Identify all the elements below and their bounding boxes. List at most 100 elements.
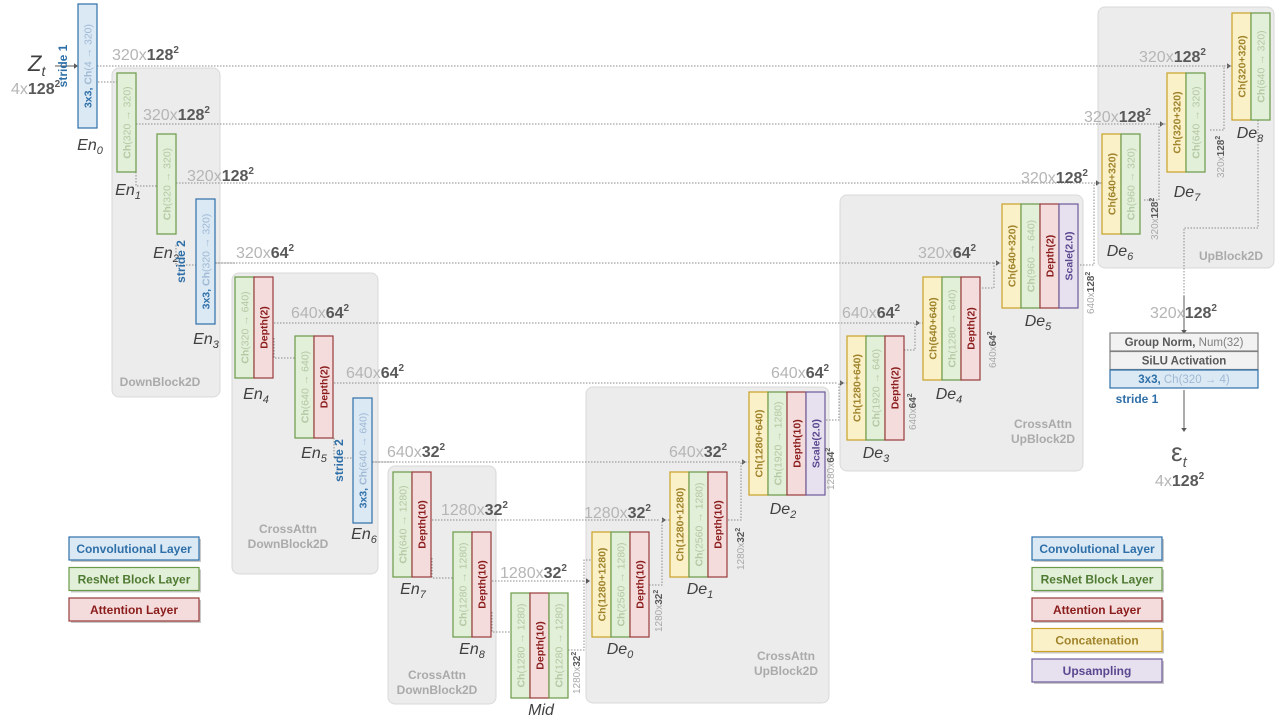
legends: Convolutional Layer ResNet Block Layer Att… [68, 536, 1164, 684]
tensor-shape-label: 1280x322 [441, 500, 508, 519]
decoder-link [1144, 123, 1167, 201]
layer-label: Depth(10) [535, 621, 547, 669]
encoder-step [491, 612, 511, 633]
tensor-shape-label: 320x642 [236, 243, 295, 262]
tensor-shape-label: 320x1282 [1150, 303, 1217, 322]
layer-label: Depth(10) [713, 500, 725, 548]
layer-label: 3x3, Ch(4 → 320) [83, 24, 95, 108]
tensor-shape-label: 640x322 [669, 442, 728, 461]
layer-label: Depth(2) [966, 307, 978, 350]
head-row-conv [1109, 369, 1259, 389]
res-layer [1185, 72, 1206, 173]
block-name: En1 [115, 182, 141, 202]
legend-swatch-cat [1031, 627, 1163, 653]
decoder-link [728, 461, 749, 521]
layer-label: 3x3, Ch(320 → 320) [201, 214, 213, 310]
block-de0: Ch(1280+1280) Ch(2560 → 1280) Depth(10) De0 [591, 531, 650, 661]
block-de8: Ch(320+320) Ch(640 → 320) De8 [1231, 12, 1271, 145]
layer-label: Ch(640 → 320) [1191, 86, 1203, 158]
layer-label: Ch(320 → 320) [122, 86, 134, 158]
layer-label: Ch(1280 → 1280) [554, 603, 566, 687]
block-de6: Ch(640+320) Ch(960 → 320) De6 [1101, 133, 1141, 263]
group-label-line2: DownBlock2D [397, 683, 478, 697]
small-shape-label: 640x642 [987, 331, 999, 368]
legend-label: Convolutional Layer [1039, 542, 1155, 556]
res-layer [116, 72, 137, 173]
block-en7: Ch(640 → 1280) Depth(10) En7 [392, 471, 432, 601]
decoder-link [904, 322, 923, 351]
output-shape: 4x1282 [1155, 471, 1205, 490]
block-en6: 3x3, Ch(640 → 640) En6 stride 2 [332, 397, 378, 546]
layer-label: Depth(10) [477, 560, 489, 608]
legend-swatch-att [68, 597, 200, 622]
block-de1: Ch(1280+1280) Ch(2560 → 1280) Depth(10) De1 [669, 471, 728, 601]
block-name: En7 [400, 581, 427, 601]
decoder-link [982, 262, 1002, 289]
tensor-shape-label: 320x642 [918, 243, 977, 262]
group-label-line1: CrossAttn [1014, 417, 1072, 431]
block-en4: Ch(320 → 640) Depth(2) En4 [234, 276, 274, 406]
layer-label: Scale(2.0) [1064, 231, 1076, 280]
block-de3: Ch(1280+640) Ch(1920 → 640) Depth(2) De3 [846, 335, 905, 465]
block-name: De8 [1237, 125, 1264, 145]
to-head-link [1183, 120, 1259, 296]
tensor-shape-label: 320x1282 [1084, 107, 1151, 126]
layer-label: 3x3, Ch(640 → 640) [358, 413, 370, 509]
group-label-line1: CrossAttn [757, 649, 815, 663]
head-row-label: 3x3, Ch(320 → 4) [1138, 374, 1230, 386]
legend-label: Convolutional Layer [76, 542, 192, 556]
legend-label: Concatenation [1055, 634, 1138, 648]
res-layer [156, 133, 177, 235]
block-name: De4 [936, 386, 963, 406]
layer-label: Ch(2560 → 1280) [616, 542, 628, 626]
block-name: En5 [301, 445, 328, 465]
small-shape-label: 1280x322 [571, 652, 583, 694]
group-label-line2: DownBlock2D [120, 375, 201, 389]
block-en8: Ch(1280 → 1280) Depth(10) En8 [452, 531, 492, 661]
layer-label: Depth(2) [319, 366, 331, 409]
arrow-head [1227, 63, 1231, 69]
block-de5: Ch(640+320) Ch(960 → 640) Depth(2) Scale(2.… [1001, 203, 1079, 333]
block-en2: Ch(320 → 320) En2 [153, 133, 179, 265]
block-de2: Ch(1280+640) Ch(1920 → 1280) Depth(10) Scal… [748, 391, 826, 521]
tensor-shape-label: 320x1282 [187, 166, 254, 185]
block-name: En0 [77, 137, 104, 157]
block-name: De0 [607, 641, 634, 661]
block-name: De1 [687, 581, 714, 601]
flow-connections [55, 62, 1259, 651]
block-name: De7 [1174, 184, 1201, 204]
tensor-shape-label: 640x642 [771, 363, 830, 382]
att-layer [884, 335, 905, 441]
encoder-step [431, 558, 453, 579]
tensor-shape-label: 1280x322 [584, 503, 651, 522]
block-mid: Ch(1280 → 1280) Depth(10) Ch(1280 → 1280) M… [510, 592, 569, 719]
arrow-head [586, 578, 590, 584]
small-shape-label: 320x1282 [1149, 198, 1161, 240]
stride-label: stride 2 [174, 240, 188, 283]
layer-label: Depth(10) [635, 560, 647, 608]
layer-label: Ch(640 → 1280) [398, 485, 410, 563]
res-layer [1250, 12, 1271, 121]
stride-label: stride 2 [332, 439, 346, 482]
block-en1: Ch(320 → 320) En1 [115, 72, 141, 202]
input-symbol: Zt [27, 51, 46, 79]
layer-label: Ch(960 → 640) [1026, 220, 1038, 292]
arrow-head [1181, 330, 1187, 334]
layer-label: Ch(1280 → 1280) [516, 603, 528, 687]
encoder-step [175, 245, 196, 266]
encoder-step [273, 338, 295, 359]
layer-label: Ch(1280+1280) [597, 548, 609, 622]
tensor-shape-label: 640x642 [291, 303, 350, 322]
block-en5: Ch(640 → 640) Depth(2) En5 [294, 335, 334, 465]
block-name: De5 [1025, 313, 1052, 333]
tensor-shape-label: 320x1282 [1139, 47, 1206, 66]
block-name: De3 [863, 445, 890, 465]
head-row-label: Group Norm, Num(32) [1125, 337, 1244, 349]
small-shape-label: 1280x322 [653, 590, 665, 632]
small-shape-label: 640x642 [907, 393, 919, 430]
block-en0: 3x3, Ch(4 → 320) En0 stride 1 [56, 3, 104, 157]
tensor-shape-label: 320x1282 [112, 45, 179, 64]
block-en3: 3x3, Ch(320 → 320) En3 stride 2 [174, 198, 220, 351]
